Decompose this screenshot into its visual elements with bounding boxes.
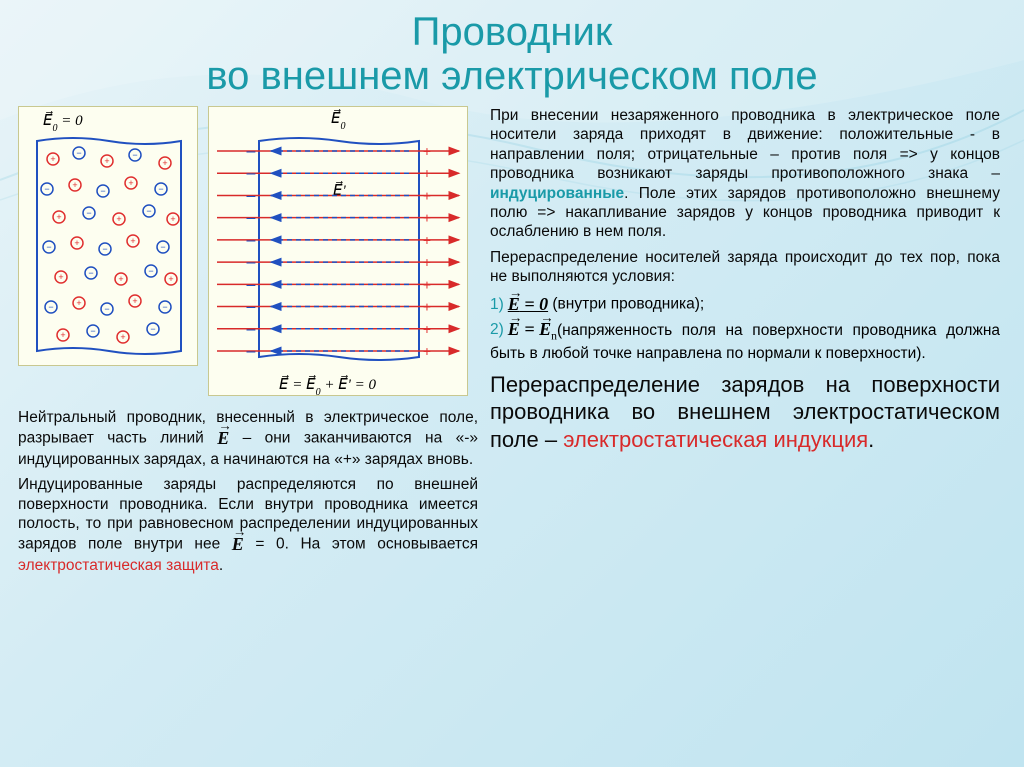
svg-text:−: − [102, 244, 107, 254]
svg-text:+: + [132, 296, 137, 306]
svg-text:+: + [118, 274, 123, 284]
svg-text:E⃗0: E⃗0 [331, 108, 345, 131]
svg-text:−: − [88, 268, 93, 278]
svg-text:+: + [423, 165, 431, 181]
left-paragraph-1: Нейтральный проводник, внесенный в элект… [18, 408, 478, 469]
svg-text:+: + [56, 212, 61, 222]
svg-text:E⃗0 = 0: E⃗0 = 0 [43, 110, 83, 133]
svg-text:–: – [247, 321, 256, 338]
page-title: Проводник во внешнем электрическом поле [0, 0, 1024, 106]
svg-text:−: − [160, 242, 165, 252]
svg-text:+: + [423, 276, 431, 292]
svg-text:−: − [148, 266, 153, 276]
content-row: E⃗0 = 0 + − + − + − + − + − + − + − + − + − + − + − + − + − + − + − + −… [0, 106, 1024, 581]
left-column: E⃗0 = 0 + − + − + − + − + − + − + − + − + − + − + − + − + − + − + − + −… [18, 106, 478, 581]
right-paragraph-2: Перераспределение носителей заряда проис… [490, 248, 1000, 287]
svg-text:+: + [423, 187, 431, 203]
term-induced: индуцированные [490, 185, 624, 202]
svg-text:−: − [100, 186, 105, 196]
svg-text:+: + [423, 299, 431, 315]
svg-text:−: − [46, 242, 51, 252]
svg-text:+: + [120, 332, 125, 342]
svg-text:−: − [104, 304, 109, 314]
svg-text:+: + [423, 254, 431, 270]
svg-text:–: – [247, 165, 256, 182]
svg-text:+: + [130, 236, 135, 246]
svg-text:−: − [132, 150, 137, 160]
svg-text:+: + [423, 232, 431, 248]
svg-text:+: + [423, 210, 431, 226]
right-paragraph-1: При внесении незаряженного проводника в … [490, 106, 1000, 242]
right-column: При внесении незаряженного проводника в … [490, 106, 1000, 581]
text-segment: (внутри проводника); [548, 296, 704, 313]
svg-text:+: + [170, 214, 175, 224]
diagram-row: E⃗0 = 0 + − + − + − + − + − + − + − + − + − + − + − + − + − + − + − + −… [18, 106, 478, 396]
title-line-1: Проводник [412, 10, 613, 54]
svg-text:–: – [247, 210, 256, 227]
svg-text:+: + [60, 330, 65, 340]
conditions-list: 1)E = 0 (внутри проводника); 2)E = En(на… [490, 292, 1000, 365]
svg-text:+: + [74, 238, 79, 248]
svg-text:+: + [58, 272, 63, 282]
diagram-conductor-in-field: E⃗0 E⃗' –+–+–+–+–+–+–+–+–+–+ E⃗ = E⃗0 + … [208, 106, 468, 396]
e-vector-symbol: E [232, 533, 244, 556]
text-segment: При внесении незаряженного проводника в … [490, 107, 1000, 182]
svg-text:–: – [247, 232, 256, 249]
svg-text:–: – [247, 299, 256, 316]
term-electrostatic-shielding: электростатическая защита [18, 557, 219, 574]
text-segment: (напряженность поля на поверхности прово… [490, 321, 1000, 362]
conclusion-paragraph: Перераспределение зарядов на поверхности… [490, 371, 1000, 454]
condition-1: 1)E = 0 (внутри проводника); [490, 292, 1000, 316]
text-segment: . [868, 427, 874, 452]
text-segment: . [219, 557, 223, 574]
svg-text:–: – [247, 187, 256, 204]
svg-text:−: − [90, 326, 95, 336]
svg-text:+: + [128, 178, 133, 188]
diagram-neutral-conductor: E⃗0 = 0 + − + − + − + − + − + − + − + − + − + − + − + − + − + − + − + −… [18, 106, 198, 366]
svg-text:–: – [247, 343, 256, 360]
svg-text:+: + [104, 156, 109, 166]
svg-text:+: + [116, 214, 121, 224]
svg-text:−: − [76, 148, 81, 158]
svg-text:−: − [48, 302, 53, 312]
svg-text:−: − [150, 324, 155, 334]
svg-text:–: – [247, 143, 256, 160]
svg-text:+: + [50, 154, 55, 164]
svg-text:+: + [423, 143, 431, 159]
svg-text:+: + [423, 321, 431, 337]
svg-text:+: + [423, 343, 431, 359]
left-paragraph-2: Индуцированные заряды распределяются по … [18, 475, 478, 575]
svg-text:−: − [146, 206, 151, 216]
svg-text:−: − [44, 184, 49, 194]
svg-text:−: − [86, 208, 91, 218]
svg-text:+: + [76, 298, 81, 308]
svg-text:E⃗ = E⃗0 + E⃗' = 0: E⃗ = E⃗0 + E⃗' = 0 [279, 374, 377, 397]
svg-text:+: + [162, 158, 167, 168]
svg-text:−: − [158, 184, 163, 194]
text-segment: = 0. На этом основывается [244, 536, 478, 553]
term-electrostatic-induction: электростатическая индукция [563, 427, 868, 452]
e-vector-symbol: E [217, 427, 229, 450]
condition-2: 2)E = En(напряженность поля на поверхнос… [490, 317, 1000, 365]
formula-e-en: E = En [508, 317, 557, 344]
svg-text:+: + [168, 274, 173, 284]
title-line-2: во внешнем электрическом поле [206, 54, 817, 98]
svg-text:–: – [247, 276, 256, 293]
svg-text:–: – [247, 254, 256, 271]
svg-text:−: − [162, 302, 167, 312]
svg-text:+: + [72, 180, 77, 190]
